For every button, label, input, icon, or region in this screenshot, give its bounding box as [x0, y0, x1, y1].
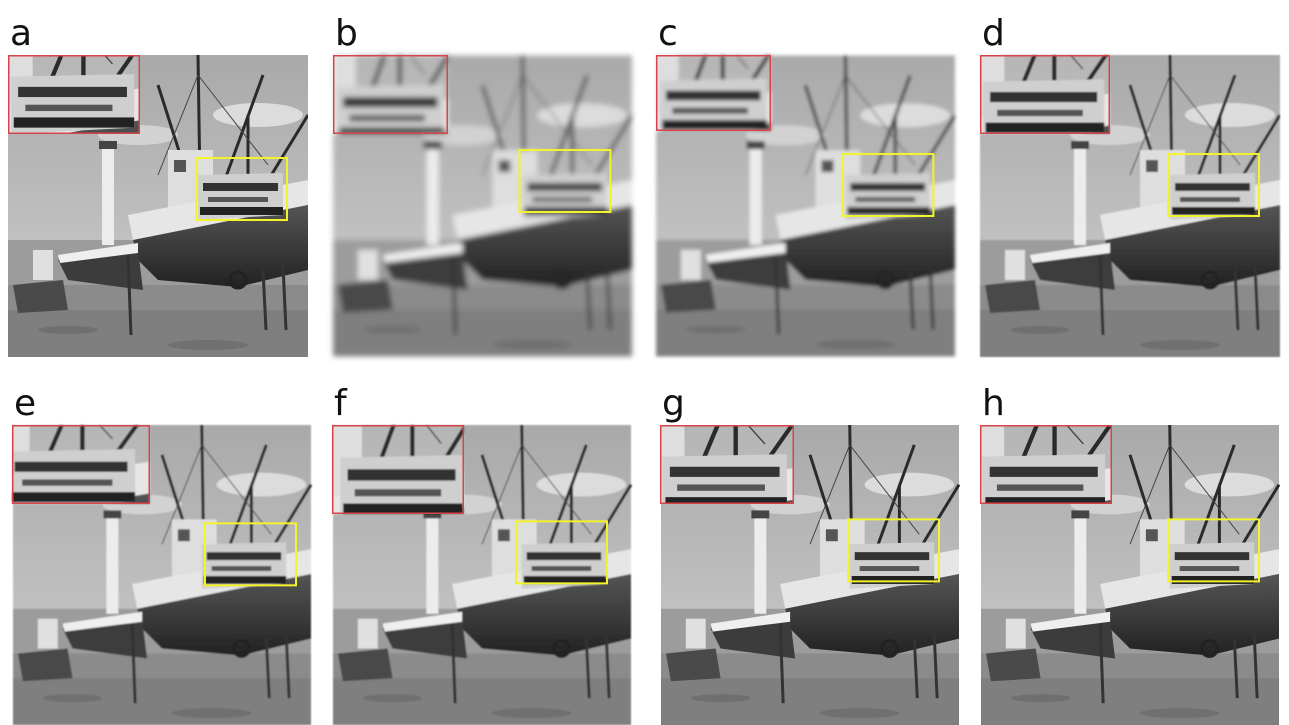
- panel-label: a: [10, 13, 32, 54]
- panel-label: f: [334, 383, 348, 424]
- panel: [0, 300, 311, 725]
- panel-label: g: [662, 383, 685, 424]
- panel-label: e: [14, 383, 36, 424]
- figure: a b c d e f g h: [0, 0, 1289, 725]
- page: {"panels": [ {"label": "a"}, {"label": "…: [0, 0, 1289, 725]
- panel-label: b: [335, 13, 358, 54]
- panel-label: h: [982, 383, 1005, 424]
- panel-label: c: [658, 13, 678, 54]
- panel-image: [0, 0, 308, 357]
- panel-label: d: [982, 13, 1005, 54]
- panel: [0, 0, 308, 357]
- panel-image: [0, 300, 311, 725]
